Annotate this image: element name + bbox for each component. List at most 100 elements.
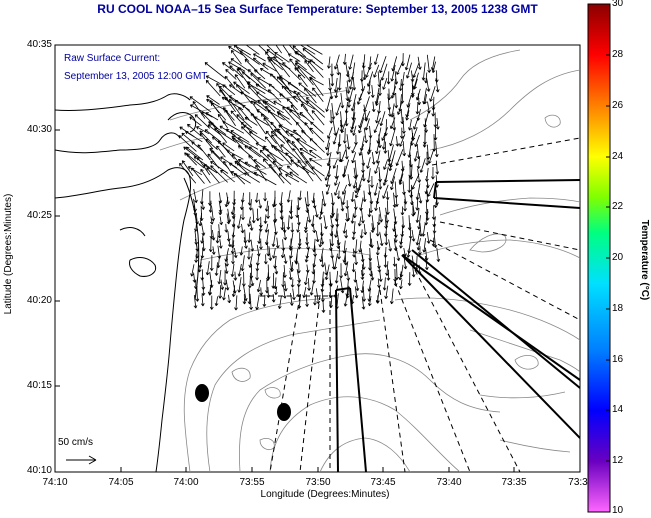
current-vector xyxy=(429,86,436,102)
current-vector xyxy=(194,222,198,232)
current-vector xyxy=(348,54,354,70)
current-vector xyxy=(187,123,202,137)
x-tick-label: 73:3 xyxy=(568,477,588,488)
current-vector xyxy=(241,206,245,221)
current-vector xyxy=(385,200,390,215)
current-vector xyxy=(243,124,258,135)
current-vector xyxy=(290,261,294,273)
current-vector xyxy=(267,56,284,71)
current-vector xyxy=(255,208,260,222)
x-tick-label: 73:40 xyxy=(436,477,462,488)
current-vector xyxy=(321,191,327,207)
current-vector xyxy=(283,254,288,264)
current-vector xyxy=(305,97,325,113)
current-vector xyxy=(302,48,324,65)
current-vector xyxy=(299,148,317,159)
current-vector xyxy=(426,78,431,92)
current-vector xyxy=(354,182,359,194)
current-vector xyxy=(307,60,324,78)
current-vector xyxy=(214,296,219,307)
current-vector xyxy=(392,256,397,267)
current-vector xyxy=(219,216,223,226)
current-vector xyxy=(389,128,396,147)
current-vector xyxy=(210,102,227,121)
current-vector xyxy=(263,117,278,137)
current-vector xyxy=(350,191,355,203)
current-vector xyxy=(347,96,351,108)
current-vector xyxy=(230,171,251,184)
current-vector xyxy=(209,216,214,225)
current-vector xyxy=(225,69,237,80)
current-vector xyxy=(218,238,223,249)
current-vector xyxy=(189,104,213,118)
current-vector xyxy=(388,158,394,172)
current-vector xyxy=(375,224,380,237)
current-vector xyxy=(415,208,420,223)
current-vector xyxy=(340,92,345,109)
current-vector xyxy=(414,255,419,271)
current-vector xyxy=(240,223,245,234)
current-vector xyxy=(328,278,333,287)
current-vector xyxy=(209,255,214,271)
current-vector xyxy=(426,54,432,73)
current-vector xyxy=(294,253,299,265)
current-vector xyxy=(263,214,268,224)
current-vector xyxy=(214,262,219,276)
current-vector xyxy=(370,270,375,281)
current-vector xyxy=(272,196,276,208)
current-vector xyxy=(190,264,195,277)
current-vector xyxy=(291,140,306,161)
current-vector xyxy=(370,175,374,188)
colorbar-tick-label: 28 xyxy=(612,49,624,60)
current-vector xyxy=(334,87,339,99)
current-vector xyxy=(274,264,279,275)
current-vector xyxy=(178,135,197,152)
current-vector xyxy=(206,99,229,113)
current-vector xyxy=(334,270,339,284)
station-marker xyxy=(195,384,209,402)
current-vector xyxy=(286,165,299,176)
current-vector xyxy=(234,295,238,311)
current-vector xyxy=(345,213,349,222)
current-vector xyxy=(231,49,242,65)
current-vector xyxy=(407,175,412,193)
current-vector xyxy=(339,263,343,279)
current-vector xyxy=(209,147,221,160)
current-vector xyxy=(312,87,324,102)
current-vector xyxy=(352,175,358,189)
current-vector xyxy=(201,200,205,210)
current-vector xyxy=(409,165,414,180)
current-vector xyxy=(399,279,403,290)
x-tick-label: 74:10 xyxy=(42,477,68,488)
current-vector xyxy=(264,101,284,114)
current-vector xyxy=(250,239,255,252)
current-vector xyxy=(307,278,311,291)
current-vector xyxy=(378,172,383,190)
current-vector xyxy=(399,127,404,139)
current-vector xyxy=(228,46,244,56)
current-vector xyxy=(252,57,269,71)
current-vector xyxy=(290,222,295,233)
current-vector xyxy=(348,71,354,90)
current-vector xyxy=(256,279,261,293)
current-vector xyxy=(335,293,339,310)
colorbar-tick-label: 14 xyxy=(612,404,624,415)
current-vector xyxy=(310,121,324,134)
current-vector xyxy=(434,141,439,158)
current-vector xyxy=(228,162,246,175)
current-vector xyxy=(324,165,332,181)
current-vector xyxy=(229,65,244,78)
scale-arrow xyxy=(66,455,97,465)
current-vector xyxy=(194,114,210,129)
current-vector xyxy=(336,190,341,200)
current-vector xyxy=(250,73,266,89)
current-vector xyxy=(233,271,238,281)
current-vector xyxy=(289,58,300,72)
current-vector xyxy=(309,149,322,160)
current-vector xyxy=(333,253,338,270)
current-vector xyxy=(314,205,319,218)
current-vector xyxy=(309,127,325,143)
current-vector xyxy=(218,285,223,299)
current-vector xyxy=(249,293,253,310)
current-vector xyxy=(208,237,213,253)
